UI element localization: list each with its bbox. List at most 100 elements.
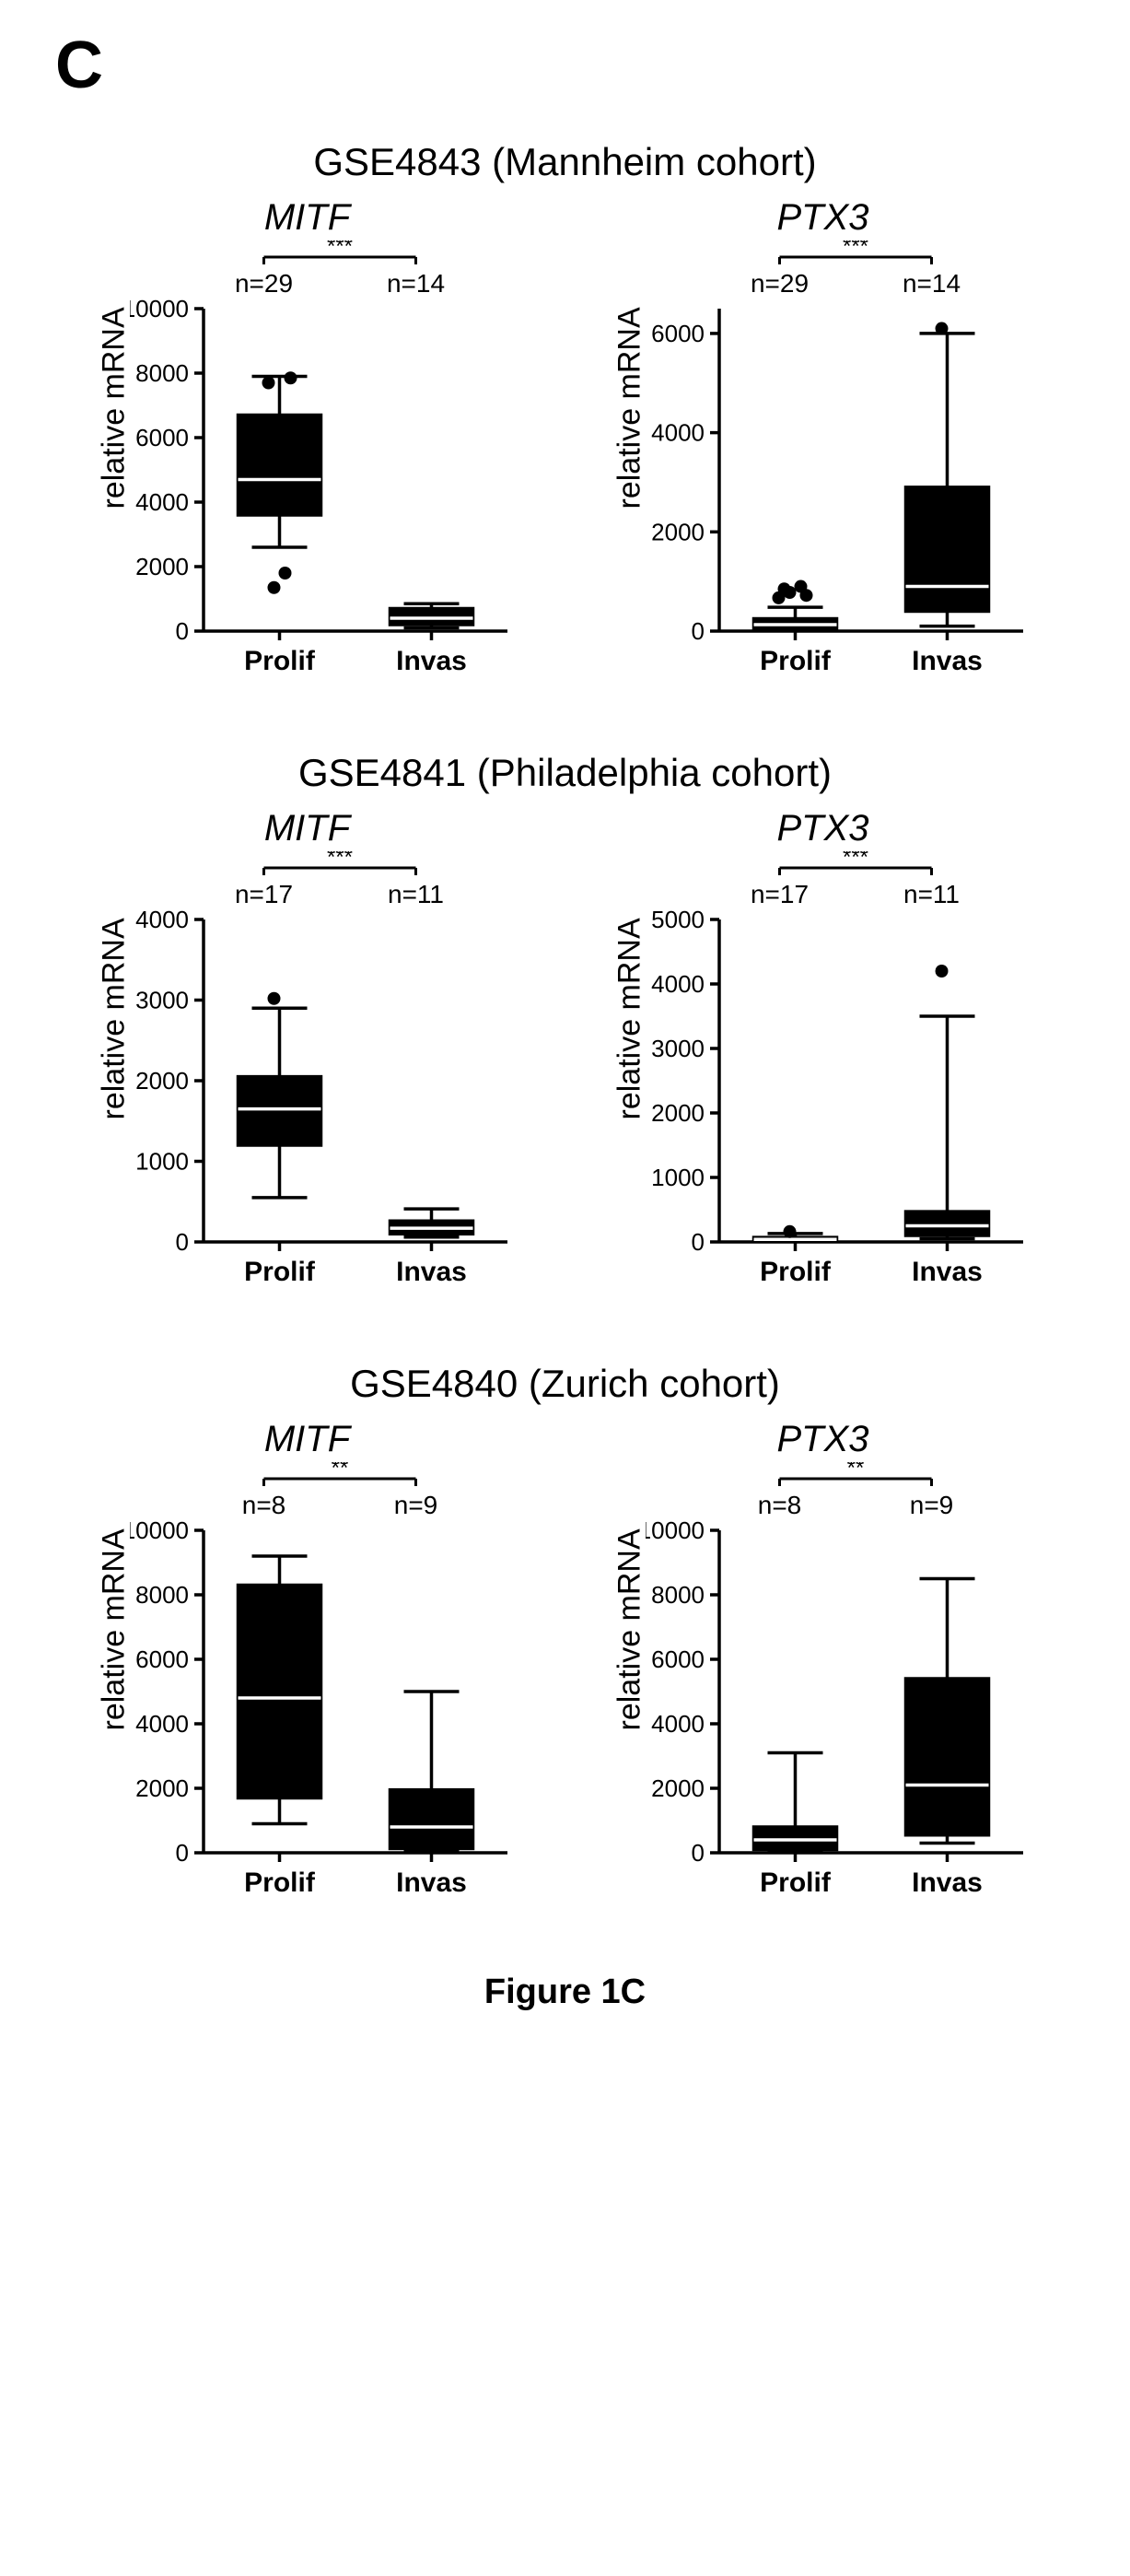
n-labels: n=17 n=11 [114, 879, 501, 910]
svg-text:2000: 2000 [651, 1099, 705, 1127]
svg-text:Prolif: Prolif [244, 646, 316, 676]
svg-text:n=14: n=14 [386, 269, 444, 298]
charts-row: MITF***n=29n=14relative mRNA020004000600… [59, 197, 1072, 686]
svg-text:Prolif: Prolif [760, 646, 832, 676]
svg-text:0: 0 [691, 1228, 704, 1256]
svg-text:n=8: n=8 [757, 1491, 801, 1519]
svg-text:Invas: Invas [396, 1257, 467, 1287]
svg-text:n=29: n=29 [750, 269, 808, 298]
panel-letter: C [55, 28, 1075, 103]
boxplot-svg: 0 2000 4000 6000 Prolif Invas [646, 299, 1032, 686]
svg-text:Invas: Invas [396, 646, 467, 676]
y-axis-label: relative mRNA [612, 1699, 647, 1730]
svg-text:3000: 3000 [651, 1035, 705, 1062]
svg-text:3000: 3000 [135, 987, 189, 1014]
svg-text:6000: 6000 [135, 424, 189, 451]
svg-text:**: ** [846, 1462, 864, 1481]
svg-text:Invas: Invas [912, 646, 983, 676]
n-labels: n=8 n=9 [114, 1490, 501, 1521]
significance-bar: ** [630, 1462, 1017, 1490]
gene-title: PTX3 [776, 808, 868, 849]
svg-text:2000: 2000 [135, 1067, 189, 1095]
plot-wrap: relative mRNA0200040006000800010000Proli… [99, 1521, 517, 1908]
svg-text:n=14: n=14 [902, 269, 960, 298]
svg-text:n=17: n=17 [234, 880, 292, 908]
svg-text:4000: 4000 [651, 1710, 705, 1738]
svg-text:Invas: Invas [396, 1868, 467, 1898]
svg-text:10000: 10000 [646, 1521, 705, 1544]
svg-text:0: 0 [691, 1839, 704, 1867]
svg-text:Prolif: Prolif [244, 1257, 316, 1287]
svg-text:n=29: n=29 [234, 269, 292, 298]
svg-text:n=9: n=9 [393, 1491, 437, 1519]
gene-title: MITF [264, 808, 350, 849]
cohorts-container: GSE4843 (Mannheim cohort)MITF***n=29n=14… [55, 140, 1075, 1908]
cohort-title: GSE4840 (Zurich cohort) [350, 1362, 780, 1406]
chart-card: PTX3***n=29n=14relative mRNA020004000600… [575, 197, 1072, 686]
n-labels: n=29 n=14 [630, 268, 1017, 299]
significance-bar: *** [630, 240, 1017, 268]
svg-text:n=17: n=17 [750, 880, 808, 908]
svg-text:4000: 4000 [135, 910, 189, 933]
boxplot-svg: 0200040006000800010000ProlifInvas [130, 299, 517, 686]
significance-bar: *** [630, 851, 1017, 879]
svg-text:4000: 4000 [135, 488, 189, 516]
svg-text:1000: 1000 [651, 1164, 705, 1191]
page-root: C GSE4843 (Mannheim cohort)MITF***n=29n=… [0, 0, 1130, 2058]
cohort-block: GSE4843 (Mannheim cohort)MITF***n=29n=14… [55, 140, 1075, 686]
svg-text:n=11: n=11 [903, 880, 960, 908]
svg-text:8000: 8000 [135, 359, 189, 387]
boxplot-svg: 010002000300040005000ProlifInvas [646, 910, 1032, 1297]
plot-wrap: relative mRNA0200040006000800010000Proli… [614, 1521, 1032, 1908]
significance-bar: *** [114, 240, 501, 268]
svg-text:***: *** [326, 851, 352, 870]
svg-text:0: 0 [175, 1839, 188, 1867]
svg-text:8000: 8000 [651, 1581, 705, 1609]
chart-card: MITF***n=17n=11relative mRNA010002000300… [59, 808, 556, 1297]
charts-row: MITF**n=8n=9relative mRNA020004000600080… [59, 1419, 1072, 1908]
svg-text:10000: 10000 [130, 1521, 189, 1544]
svg-text:0: 0 [691, 617, 704, 645]
n-labels: n=17 n=11 [630, 879, 1017, 910]
significance-bar: *** [114, 851, 501, 879]
y-axis-label: relative mRNA [96, 477, 132, 509]
svg-text:6000: 6000 [651, 320, 705, 347]
svg-text:***: *** [842, 240, 868, 259]
svg-text:0: 0 [175, 617, 188, 645]
svg-text:***: *** [326, 240, 352, 259]
cohort-block: GSE4841 (Philadelphia cohort)MITF***n=17… [55, 751, 1075, 1297]
n-labels: n=29 n=14 [114, 268, 501, 299]
figure-caption: Figure 1C [55, 1973, 1075, 2012]
svg-text:n=8: n=8 [241, 1491, 285, 1519]
svg-text:n=11: n=11 [388, 880, 444, 908]
svg-text:2000: 2000 [135, 553, 189, 580]
svg-text:Invas: Invas [912, 1257, 983, 1287]
svg-text:Prolif: Prolif [760, 1868, 832, 1898]
svg-text:2000: 2000 [135, 1774, 189, 1802]
gene-title: PTX3 [776, 1419, 868, 1460]
n-labels: n=8 n=9 [630, 1490, 1017, 1521]
svg-text:4000: 4000 [651, 970, 705, 998]
cohort-block: GSE4840 (Zurich cohort)MITF ** n=8 n=9 relat… [55, 1362, 1075, 1908]
plot-wrap: relative mRNA0200040006000ProlifInvas [614, 299, 1032, 686]
gene-title: MITF [264, 1419, 350, 1460]
boxplot-svg: 01000200030004000ProlifInvas [130, 910, 517, 1297]
svg-text:Prolif: Prolif [760, 1257, 832, 1287]
chart-card: PTX3***n=17n=11relative mRNA010002000300… [575, 808, 1072, 1297]
chart-card: PTX3**n=8n=9relative mRNA020004000600080… [575, 1419, 1072, 1908]
svg-text:0: 0 [175, 1228, 188, 1256]
gene-title: PTX3 [776, 197, 868, 239]
svg-text:n=9: n=9 [909, 1491, 953, 1519]
gene-title: MITF [264, 197, 350, 239]
svg-text:8000: 8000 [135, 1581, 189, 1609]
svg-text:4000: 4000 [651, 419, 705, 447]
svg-text:Prolif: Prolif [244, 1868, 316, 1898]
chart-card: MITF**n=8n=9relative mRNA020004000600080… [59, 1419, 556, 1908]
plot-wrap: relative mRNA01000200030004000ProlifInva… [99, 910, 517, 1297]
plot-wrap: relative mRNA010002000300040005000Prolif… [614, 910, 1032, 1297]
svg-text:Invas: Invas [912, 1868, 983, 1898]
svg-text:2000: 2000 [651, 518, 705, 545]
plot-wrap: relative mRNA0200040006000800010000Proli… [99, 299, 517, 686]
cohort-title: GSE4841 (Philadelphia cohort) [298, 751, 832, 795]
svg-text:4000: 4000 [135, 1710, 189, 1738]
